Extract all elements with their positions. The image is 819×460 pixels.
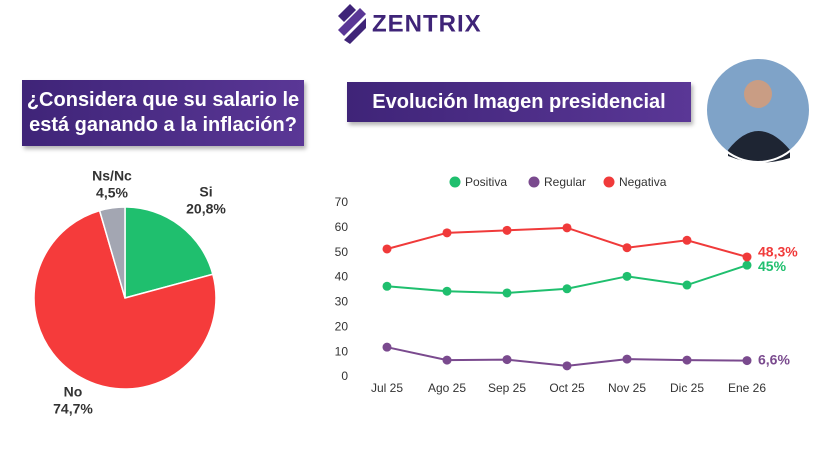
legend-swatch — [603, 176, 615, 188]
point — [622, 271, 632, 281]
point — [562, 223, 572, 233]
point — [502, 288, 512, 298]
legend-label: Negativa — [619, 175, 667, 189]
point — [562, 361, 572, 371]
line-title: Evolución Imagen presidencial — [347, 82, 691, 122]
point — [682, 355, 692, 365]
point — [382, 244, 392, 254]
brand: ZENTRIX — [372, 10, 482, 37]
pie-slice — [124, 206, 214, 299]
point — [682, 280, 692, 290]
x-tick-label: Ago 25 — [428, 381, 466, 395]
pie-slice — [33, 209, 217, 390]
photo — [705, 57, 811, 163]
value-label: 48,3% — [758, 244, 798, 260]
point — [622, 243, 632, 253]
legend-swatch — [528, 176, 540, 188]
y-tick-label: 70 — [335, 195, 349, 209]
value-label: 45% — [758, 258, 787, 274]
legend-swatch — [449, 176, 461, 188]
y-tick-label: 40 — [335, 270, 349, 284]
x-tick-label: Jul 25 — [371, 381, 403, 395]
x-tick-label: Oct 25 — [549, 381, 585, 395]
point — [742, 252, 752, 262]
point — [502, 355, 512, 365]
logo-icon — [338, 4, 366, 44]
slice-value: 20,8% — [186, 201, 226, 217]
value-label: 6,6% — [758, 351, 790, 367]
x-tick-label: Nov 25 — [608, 381, 646, 395]
y-tick-label: 30 — [335, 295, 349, 309]
pie-title: ¿Considera que su salario le está ganand… — [22, 80, 304, 146]
point — [682, 235, 692, 245]
point — [442, 228, 452, 238]
pie-slice — [98, 206, 126, 299]
point — [562, 284, 572, 294]
slice-label: Si — [199, 184, 212, 200]
point — [502, 225, 512, 235]
x-tick-label: Ene 26 — [728, 381, 766, 395]
slice-label: No — [64, 384, 83, 400]
point — [742, 260, 752, 270]
y-tick-label: 50 — [335, 245, 349, 259]
y-tick-label: 20 — [335, 319, 349, 333]
slice-label: Ns/Nc — [92, 168, 132, 184]
point — [442, 286, 452, 296]
slice-value: 4,5% — [96, 185, 128, 201]
y-tick-label: 10 — [335, 344, 349, 358]
point — [382, 342, 392, 352]
slice-value: 74,7% — [53, 401, 93, 417]
point — [742, 356, 752, 366]
point — [622, 354, 632, 364]
legend-label: Positiva — [465, 175, 507, 189]
x-tick-label: Sep 25 — [488, 381, 526, 395]
x-tick-label: Dic 25 — [670, 381, 704, 395]
legend-label: Regular — [544, 175, 586, 189]
y-tick-label: 0 — [341, 369, 348, 383]
y-tick-label: 60 — [335, 220, 349, 234]
point — [442, 355, 452, 365]
point — [382, 281, 392, 291]
